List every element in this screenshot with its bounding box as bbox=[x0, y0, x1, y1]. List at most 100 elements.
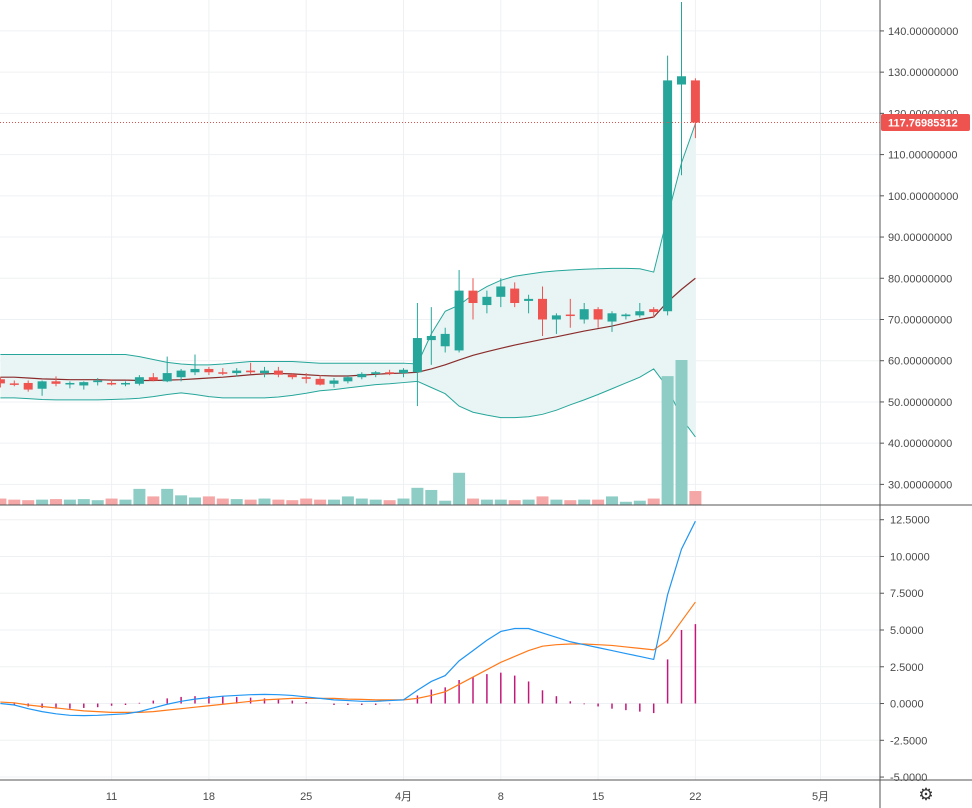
candle-body bbox=[329, 380, 339, 384]
candle-body bbox=[176, 370, 186, 378]
candle-body bbox=[551, 315, 561, 320]
volume-bar bbox=[189, 497, 201, 505]
candle-body bbox=[9, 383, 19, 385]
volume-bar bbox=[341, 496, 354, 505]
macd-tick-label: 10.0000 bbox=[890, 551, 930, 563]
volume-bar bbox=[258, 498, 271, 505]
price-tick-label: 80.00000000 bbox=[888, 273, 952, 285]
volume-bars bbox=[0, 360, 702, 505]
candle-body bbox=[607, 313, 617, 322]
volume-bar bbox=[314, 499, 327, 505]
macd-tick-label: 7.5000 bbox=[890, 588, 924, 600]
volume-bar bbox=[202, 496, 215, 505]
volume-bar bbox=[328, 499, 340, 505]
candle-body bbox=[663, 80, 673, 312]
time-tick-label: 15 bbox=[592, 791, 604, 803]
volume-bar bbox=[300, 498, 313, 505]
volume-bar bbox=[411, 487, 424, 505]
candle-body bbox=[412, 338, 422, 373]
bollinger-fill bbox=[0, 123, 696, 437]
candle-body bbox=[593, 309, 603, 320]
volume-bar bbox=[647, 498, 660, 505]
volume-bar bbox=[480, 499, 493, 505]
candle-body bbox=[371, 372, 381, 374]
candle-body bbox=[273, 370, 283, 375]
current-price-tag-bg bbox=[881, 114, 970, 132]
candle-body bbox=[37, 381, 47, 389]
price-tick-label: 90.00000000 bbox=[888, 232, 952, 244]
time-tick-label: 5月 bbox=[812, 791, 829, 803]
volume-bar bbox=[578, 499, 591, 505]
candle-body bbox=[51, 381, 61, 384]
price-tick-label: 100.00000000 bbox=[888, 191, 958, 203]
candle-body bbox=[148, 377, 158, 381]
candle-body bbox=[23, 382, 33, 390]
volume-bar bbox=[355, 498, 368, 505]
time-tick-label: 11 bbox=[106, 791, 117, 803]
candle-body bbox=[579, 309, 589, 320]
macd-tick-label: -5.0000 bbox=[890, 772, 927, 784]
volume-bar bbox=[689, 491, 702, 505]
volume-bar bbox=[592, 499, 605, 505]
candle-body bbox=[565, 314, 575, 317]
price-tick-label: 40.00000000 bbox=[888, 438, 952, 450]
candle-body bbox=[357, 373, 367, 378]
candle-body bbox=[107, 382, 117, 385]
volume-bar bbox=[619, 501, 632, 505]
volume-bar bbox=[161, 488, 174, 505]
volume-bar bbox=[606, 496, 618, 505]
gear-icon[interactable]: ⚙ bbox=[918, 785, 934, 804]
volume-bar bbox=[77, 499, 90, 505]
candle-body bbox=[538, 298, 547, 320]
current-price-tag: 117.76985312 bbox=[881, 114, 970, 132]
volume-bar bbox=[175, 495, 188, 505]
time-tick-label: 25 bbox=[300, 791, 312, 803]
volume-bar bbox=[383, 500, 396, 505]
volume-bar bbox=[147, 496, 160, 505]
macd-tick-label: -2.5000 bbox=[890, 735, 927, 747]
candle-body bbox=[121, 382, 130, 385]
candle-body bbox=[315, 378, 325, 385]
price-tick-label: 140.00000000 bbox=[888, 26, 958, 38]
volume-bar bbox=[494, 499, 507, 505]
candle-body bbox=[677, 76, 686, 85]
macd-tick-label: 0.0000 bbox=[890, 699, 924, 711]
macd-tick-label: 2.5000 bbox=[890, 662, 924, 674]
price-tick-label: 50.00000000 bbox=[888, 397, 952, 409]
volume-bar bbox=[661, 376, 674, 505]
candle-body bbox=[343, 377, 353, 382]
macd-tick-label: 12.5000 bbox=[890, 515, 930, 527]
volume-bar bbox=[105, 498, 118, 505]
volume-bar bbox=[522, 499, 535, 505]
bollinger-bands bbox=[0, 123, 696, 438]
volume-bar bbox=[425, 489, 438, 505]
volume-bar bbox=[63, 499, 76, 505]
volume-bar bbox=[439, 500, 452, 505]
candle-body bbox=[399, 369, 408, 374]
price-tick-label: 110.00000000 bbox=[888, 150, 958, 162]
volume-bar bbox=[36, 499, 49, 505]
volume-bar bbox=[216, 498, 229, 505]
volume-bar bbox=[133, 488, 146, 505]
candle-body bbox=[635, 311, 645, 316]
volume-bar bbox=[119, 499, 132, 505]
volume-bar bbox=[244, 499, 257, 505]
candle-body bbox=[496, 286, 506, 297]
candle-body bbox=[510, 288, 520, 303]
candle-body bbox=[524, 298, 534, 301]
price-tick-label: 130.00000000 bbox=[888, 67, 958, 79]
candle-body bbox=[65, 382, 75, 385]
price-tick-label: 60.00000000 bbox=[888, 356, 952, 368]
candle-body bbox=[621, 314, 631, 317]
volume-bar bbox=[230, 499, 243, 505]
volume-bar bbox=[369, 499, 382, 505]
volume-bar bbox=[50, 499, 62, 505]
candle-body bbox=[440, 333, 450, 347]
candle-body bbox=[204, 368, 214, 373]
volume-bar bbox=[0, 498, 7, 505]
price-tick-label: 30.00000000 bbox=[888, 479, 952, 491]
volume-bar bbox=[453, 472, 466, 505]
volume-bar bbox=[8, 499, 21, 505]
candle-body bbox=[468, 290, 478, 303]
